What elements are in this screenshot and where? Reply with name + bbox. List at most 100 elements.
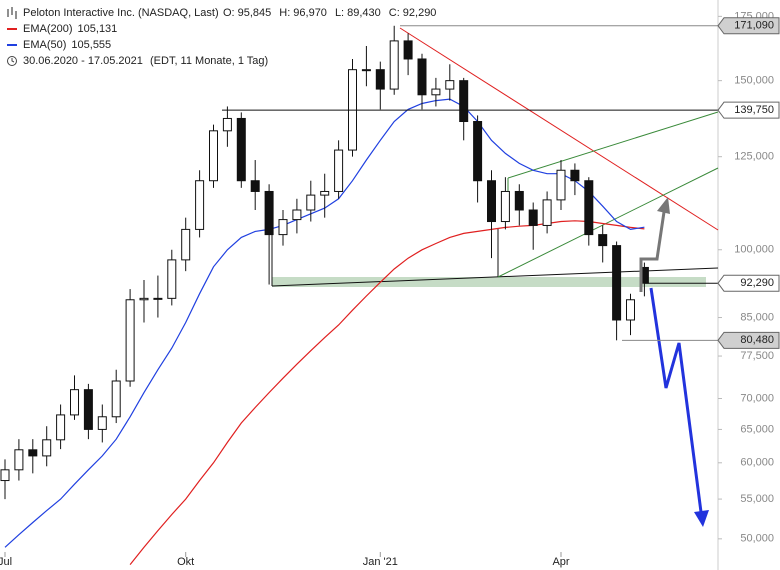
candle bbox=[320, 173, 330, 218]
candle-body bbox=[167, 259, 177, 299]
y-tick-label: 50,000 bbox=[740, 533, 774, 545]
candle bbox=[0, 459, 10, 500]
legend-name: EMA(200) bbox=[23, 23, 73, 35]
clock-icon bbox=[11, 58, 15, 63]
price-label-box bbox=[717, 17, 780, 35]
candle-body bbox=[403, 40, 413, 60]
candle bbox=[153, 275, 163, 318]
candle-body bbox=[42, 439, 52, 457]
candle-body bbox=[236, 117, 246, 182]
x-tick-label: Apr bbox=[552, 556, 569, 568]
candle bbox=[348, 58, 357, 157]
candle bbox=[125, 289, 135, 387]
candle-body bbox=[292, 209, 302, 221]
candle-body bbox=[264, 190, 274, 236]
candle bbox=[139, 280, 149, 323]
legend: Peloton Interactive Inc. (NASDAQ, Last) … bbox=[0, 0, 300, 70]
candle-body bbox=[361, 69, 371, 72]
arrow-head bbox=[657, 197, 670, 214]
ohlc-name: L: bbox=[335, 7, 344, 19]
candle-body bbox=[626, 299, 635, 321]
y-tick-label: 60,000 bbox=[740, 457, 774, 469]
candle-body bbox=[584, 180, 594, 236]
candle-body bbox=[514, 190, 524, 211]
candle-body bbox=[139, 297, 149, 301]
arrow-head bbox=[694, 510, 709, 527]
candle-body bbox=[473, 121, 483, 182]
candle bbox=[209, 124, 218, 188]
candle bbox=[292, 198, 302, 234]
ohlc-value: 95,845 bbox=[238, 7, 272, 19]
clock-icon bbox=[7, 56, 17, 66]
candle-body bbox=[278, 219, 288, 236]
candle bbox=[431, 77, 441, 107]
candle-body bbox=[195, 180, 205, 230]
y-tick-label: 77,500 bbox=[740, 350, 774, 362]
candle bbox=[556, 160, 566, 211]
candle bbox=[42, 426, 52, 467]
y-tick-label: 150,000 bbox=[734, 75, 774, 87]
price-label: 139,750 bbox=[734, 104, 774, 116]
candle bbox=[70, 375, 79, 420]
candle-body bbox=[222, 117, 232, 132]
x-tick-label: Okt bbox=[177, 556, 194, 568]
candle-body bbox=[542, 199, 552, 226]
candle-body bbox=[598, 234, 608, 247]
candle-body bbox=[153, 297, 163, 300]
title: Peloton Interactive Inc. (NASDAQ, Last) bbox=[23, 7, 219, 19]
candle-body bbox=[28, 449, 38, 457]
candle-body bbox=[111, 380, 121, 418]
candle-body bbox=[487, 180, 496, 223]
candle bbox=[570, 163, 580, 196]
candle bbox=[97, 404, 107, 443]
period: 30.06.2020 - 17.05.2021 bbox=[23, 55, 143, 67]
candle bbox=[514, 184, 524, 226]
candle-body bbox=[70, 389, 79, 416]
candle-body bbox=[500, 190, 510, 223]
candle bbox=[612, 241, 622, 341]
y-tick-label: 85,000 bbox=[740, 311, 774, 323]
price-label-box bbox=[717, 331, 780, 349]
candle-body bbox=[56, 414, 66, 441]
candle-body bbox=[334, 149, 344, 192]
channel-line bbox=[507, 111, 719, 179]
x-tick-label: Jul bbox=[0, 556, 12, 568]
price-label-box bbox=[717, 274, 780, 292]
trend-line bbox=[399, 27, 719, 231]
candle-body bbox=[0, 469, 10, 482]
candle-body bbox=[556, 169, 566, 201]
candle-body bbox=[612, 245, 622, 321]
candle bbox=[626, 293, 635, 336]
candle bbox=[250, 160, 260, 211]
y-tick-label: 70,000 bbox=[740, 392, 774, 404]
candle bbox=[584, 177, 594, 246]
candle bbox=[375, 61, 385, 110]
candle-body bbox=[97, 416, 107, 430]
candle bbox=[528, 202, 538, 250]
candle-body bbox=[209, 130, 218, 182]
candle-body bbox=[125, 299, 135, 382]
candle bbox=[417, 53, 427, 110]
candle bbox=[83, 383, 93, 440]
candle-body bbox=[14, 449, 24, 471]
y-tick-label: 65,000 bbox=[740, 423, 774, 435]
candle-body bbox=[389, 40, 399, 90]
ohlc-value: 92,290 bbox=[403, 7, 437, 19]
candle bbox=[28, 439, 38, 474]
arrow-down bbox=[649, 287, 703, 513]
y-tick-label: 55,000 bbox=[740, 493, 774, 505]
candle-body bbox=[431, 88, 441, 96]
candle bbox=[264, 184, 274, 285]
y-tick-label: 100,000 bbox=[734, 244, 774, 256]
candle bbox=[222, 106, 232, 147]
ohlc-name: C: bbox=[389, 7, 400, 19]
candle bbox=[278, 210, 288, 246]
candle-body bbox=[83, 389, 93, 430]
ohlc-value: 96,970 bbox=[293, 7, 327, 19]
legend-value: 105,555 bbox=[71, 39, 111, 51]
legend-name: EMA(50) bbox=[23, 39, 66, 51]
candle bbox=[56, 404, 66, 450]
candle bbox=[445, 64, 455, 101]
